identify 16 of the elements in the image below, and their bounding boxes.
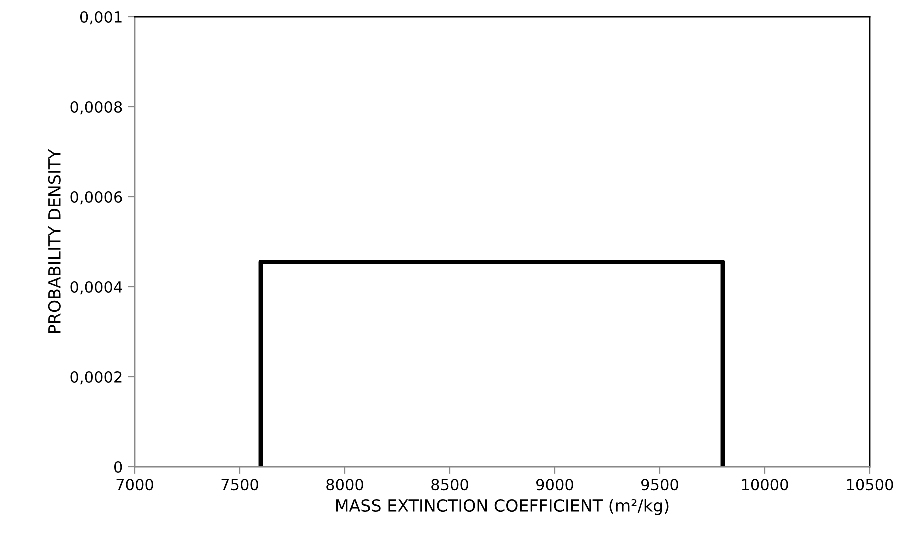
x-tick-label: 7000	[116, 479, 154, 491]
y-tick-label: 0,0006	[70, 191, 122, 205]
x-tick-label: 10000	[742, 479, 788, 491]
x-tick-label: 7500	[222, 479, 258, 491]
x-axis-title: MASS EXTINCTION COEFFICIENT (m²/kg)	[336, 499, 669, 516]
x-tick-label: 9000	[536, 479, 574, 491]
y-tick-label: 0,0004	[70, 281, 122, 295]
y-tick-label: 0,001	[80, 11, 122, 25]
y-tick-label: 0,0008	[70, 101, 122, 115]
y-axis-title: PROBABILITY DENSITY	[48, 149, 61, 334]
y-tick-label: 0	[114, 461, 122, 474]
x-tick-label: 8500	[432, 479, 468, 491]
x-tick-label: 9500	[642, 479, 678, 491]
y-tick-label: 0,0002	[70, 371, 122, 385]
x-tick-label: 8000	[326, 479, 364, 491]
x-tick-label: 10500	[847, 479, 894, 491]
